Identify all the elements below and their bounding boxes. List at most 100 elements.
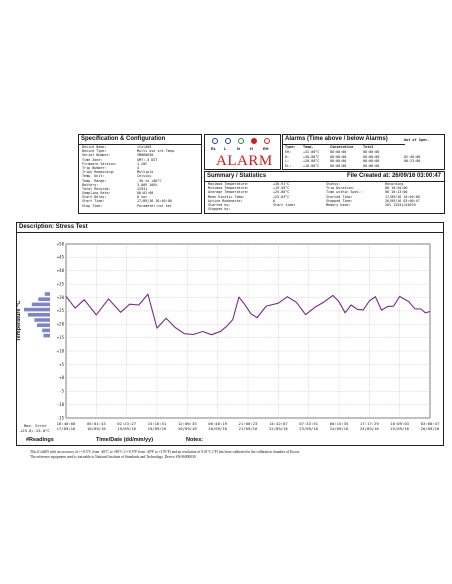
summary-label: Stopped by: [208,207,231,212]
histogram-bar [43,333,50,338]
spec-label: Time Zone: [82,157,103,162]
max-error-value: +25.0/-25.0°C [20,428,50,433]
y-tick-label: -10 [57,402,65,407]
led-h-icon [251,138,257,144]
y-tick-label: +5 [59,362,64,367]
alarms-cell: 00:00:00 [363,159,380,164]
y-tick-label: -5 [59,389,64,394]
y-tick-label: +20 [57,322,65,327]
x-tick-date: 18/09/16 [87,426,106,431]
spec-label: Start Time: [82,199,105,204]
footnotes: This iCold05 with an accuracy of +/-0.5°… [30,450,300,459]
readings-label: #Readings [26,437,54,443]
x-tick-time: 07:33:51 [299,421,318,426]
summary-header: Summary / Statistics File Created at: 26… [205,172,444,182]
alarms-title: Alarms (Time above / below Alarms) [283,135,405,145]
summary-left-labels: Maximum Temperature: Minimum Temperature:… [208,182,249,211]
spec-value: 3.00V 100% [137,182,158,187]
x-tick-date: 25/09/16 [390,426,409,431]
description-label: Description: [19,224,55,230]
summary-value: +25.03°C [273,194,290,199]
alarms-cell: +32.00°C [303,150,320,154]
alarms-cell: 00:00:00 [363,150,380,154]
spec-value: Multi use int.Temp. [137,149,176,154]
led-l-icon [225,138,231,144]
led-eh-icon [264,138,270,144]
spec-value: Multiple [137,170,154,175]
alarms-cell: H: [285,154,290,159]
led-label: L [224,146,227,151]
histogram-bar [44,292,50,296]
led-label: H [250,146,253,151]
histogram-bar [42,328,50,333]
footnote-2: The reference equipment used is traceabl… [30,454,196,459]
spec-value: 0 sec [137,195,148,200]
x-tick-date: 22/09/16 [269,426,288,431]
spec-value: Parameter not set [137,203,172,208]
spec-label: Total Records: [82,186,111,191]
alarms-cell: 00:00:00 [330,163,347,168]
spec-label: Device Name: [82,145,107,149]
spec-title: Specification & Configuration [79,135,201,145]
summary-right-labels: Status: Trip Duration: Time within Spec.: S… [326,182,363,207]
x-tick-time: 03:00:47 [421,421,440,426]
summary-label: Started Time: [326,194,353,199]
spec-label: Stop Time: [82,203,103,208]
spec-value: SM060030 [137,153,154,158]
x-tick-time: 05:01:43 [87,421,106,426]
chart-frame: Description: Stress Test [16,222,444,446]
led-label: EL [211,146,217,151]
alarms-panel: Alarms (Time above / below Alarms) Type:… [282,134,445,170]
summary-value: Start timer [273,202,296,207]
histogram-bar [38,297,50,301]
histogram-bar [34,318,50,322]
y-tick-label: +30 [57,295,65,300]
x-tick-time: 14:42:07 [269,421,288,426]
alarms-column-header: Consecutive [330,145,354,149]
x-tick-time: 02:23:27 [117,421,136,426]
notes-label: Notes: [186,437,204,443]
alarms-cell: 00:23:00 [404,159,421,164]
summary-value: 20% 12541/64076 [385,202,416,207]
spec-panel: Specification & Configuration Device Nam… [78,134,202,214]
alarm-word: ALARM [216,153,273,169]
alarms-cell: EH: [285,150,292,154]
alarms-cell: L: [285,159,290,164]
y-tick-label: +45 [57,255,65,260]
spec-values: iCold05 Multi use int.Temp. SM060030 GMT:-5… [137,145,176,208]
summary-panel: Summary / Statistics File Created at: 26… [204,171,445,214]
y-tick-label: -15 [57,415,65,420]
spec-label: Device Type: [82,149,107,154]
x-tick-date: 20/09/16 [208,426,227,431]
x-tick-date: 17/09/16 [57,426,76,431]
spec-value: Celsius [137,174,152,179]
x-tick-time: 10:09:03 [390,421,409,426]
alarms-cell: 02:46:00 [404,154,421,159]
summary-label: Started by: [208,202,231,207]
x-tick-time: 00:15:35 [330,421,349,426]
alarms-cell: 00:00:00 [330,150,347,154]
summary-value: +25.00°C [273,190,290,195]
alarms-column-header: Type: [285,145,296,149]
y-tick-label: +10 [57,348,65,353]
datetime-label: Time/Date (dd/mm/yy) [96,437,154,443]
summary-label: Memory Used: [326,202,351,207]
summary-label: Stopped Time: [326,198,353,203]
summary-value: +19.50°C [273,186,290,191]
summary-value: +30.91°C [273,182,290,186]
summary-value: 26/09/16 03:00:47 [385,198,420,203]
x-tick-date: 24/09/16 [360,426,379,431]
alarms-cell: +20.00°C [303,159,320,164]
x-tick-date: 24/09/16 [330,426,349,431]
spec-label: Trip Number: [82,165,107,170]
summary-label: Trip Duration: [326,186,355,191]
x-tick-time: 06:48:19 [208,421,227,426]
summary-right-values: Recording 08 10:20:00 08 10:13:00 17/09/16 … [385,182,420,207]
spec-label: Temp. Range: [82,178,107,183]
y-tick-label: +35 [57,281,65,286]
x-tick-time: 12:06:35 [178,421,197,426]
spec-label: Firmware Version: [82,161,117,166]
x-tick-date: 26/09/16 [421,426,440,431]
alarms-column-header: Out of Spec. [404,138,430,142]
spec-value: 4 [137,165,140,170]
